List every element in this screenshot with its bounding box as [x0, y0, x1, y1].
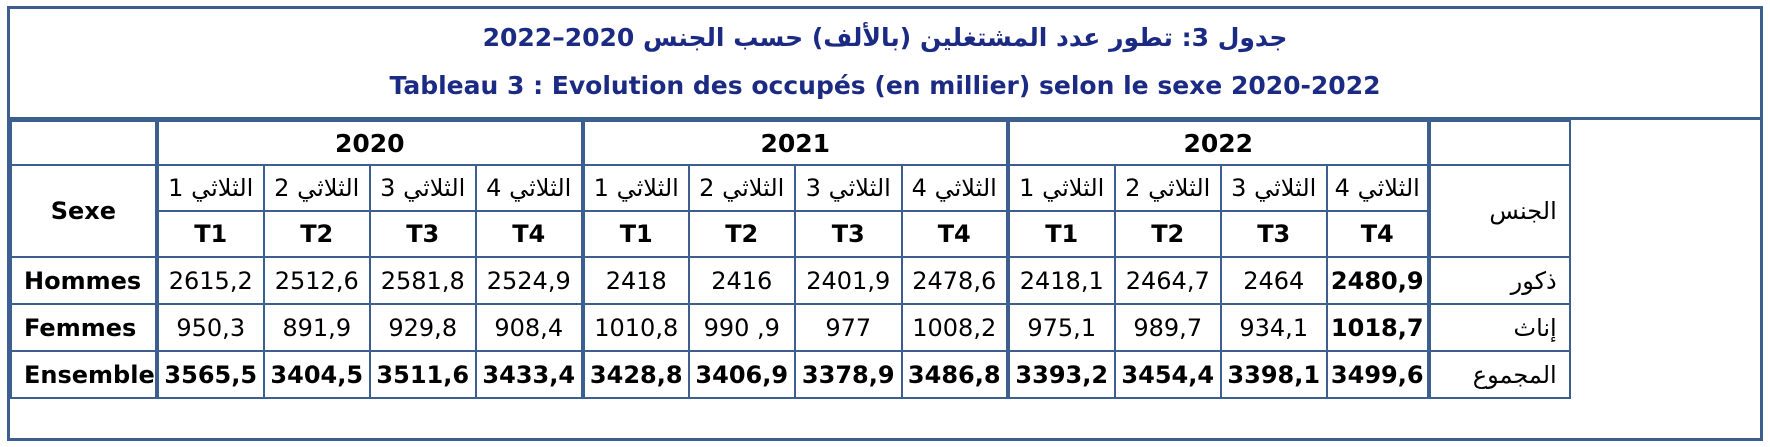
q4-ar-2021: الثلاثي 4 — [900, 164, 1009, 212]
cell-ensemble-2022-t1: 3393,2 — [1005, 350, 1116, 399]
title-french: Tableau 3 : Evolution des occupés (en mi… — [389, 71, 1381, 100]
cell-hommes-2022-t2: 2464,7 — [1113, 256, 1222, 305]
cell-femmes-2022-t4: 1018,7 — [1325, 303, 1431, 352]
row-label-ensemble-ar: المجموع — [1427, 350, 1571, 399]
employment-table: 2020 2021 2022 Sexe الثلاثي 1 الثلاثي 2 … — [10, 120, 1571, 399]
cell-femmes-2020-t1: 950,3 — [154, 303, 265, 352]
q1-ar-2020: الثلاثي 1 — [154, 164, 265, 212]
cell-hommes-2022-t1: 2418,1 — [1005, 256, 1116, 305]
q1-ar-2022: الثلاثي 1 — [1005, 164, 1116, 212]
q1-fr-2022: T1 — [1005, 210, 1116, 258]
q4-fr-2020: T4 — [474, 210, 584, 258]
q1-fr-2021: T1 — [580, 210, 690, 258]
row-label-femmes-ar: إناث — [1427, 303, 1571, 352]
q3-ar-2021: الثلاثي 3 — [793, 164, 903, 212]
cell-hommes-2022-t3: 2464 — [1219, 256, 1328, 305]
q2-ar-2021: الثلاثي 2 — [687, 164, 796, 212]
cell-hommes-2020-t4: 2524,9 — [474, 256, 584, 305]
title-arabic: جدول 3: تطور عدد المشتغلين (بالألف) حسب … — [482, 23, 1288, 52]
quarter-ar-row: Sexe الثلاثي 1 الثلاثي 2 الثلاثي 3 الثلا… — [10, 164, 1571, 258]
cell-ensemble-2021-t2: 3406,9 — [687, 350, 796, 399]
table-title-block: جدول 3: تطور عدد المشتغلين (بالألف) حسب … — [10, 9, 1760, 120]
q2-fr-2020: T2 — [262, 210, 371, 258]
q3-ar-2022: الثلاثي 3 — [1219, 164, 1328, 212]
q2-fr-2021: T2 — [687, 210, 796, 258]
cell-femmes-2021-t1: 1010,8 — [580, 303, 690, 352]
q1-ar-2021: الثلاثي 1 — [580, 164, 690, 212]
cell-femmes-2020-t4: 908,4 — [474, 303, 584, 352]
year-2021: 2021 — [580, 120, 1009, 166]
year-2022: 2022 — [1005, 120, 1431, 166]
sexe-header: Sexe — [10, 164, 158, 258]
table-frame: جدول 3: تطور عدد المشتغلين (بالألف) حسب … — [7, 6, 1763, 441]
cell-femmes-2021-t4: 1008,2 — [900, 303, 1009, 352]
q3-fr-2021: T3 — [793, 210, 903, 258]
table-row-femmes: Femmes 950,3 891,9 929,8 908,4 1010,8 99… — [10, 303, 1571, 352]
cell-ensemble-2022-t4: 3499,6 — [1325, 350, 1431, 399]
q4-fr-2021: T4 — [900, 210, 1009, 258]
table-row-ensemble: Ensemble 3565,5 3404,5 3511,6 3433,4 342… — [10, 350, 1571, 399]
cell-femmes-2022-t3: 934,1 — [1219, 303, 1328, 352]
cell-femmes-2021-t2: 990 ,9 — [687, 303, 796, 352]
cell-hommes-2021-t2: 2416 — [687, 256, 796, 305]
cell-ensemble-2020-t1: 3565,5 — [154, 350, 265, 399]
cell-ensemble-2021-t1: 3428,8 — [580, 350, 690, 399]
cell-femmes-2021-t3: 977 — [793, 303, 903, 352]
row-label-femmes: Femmes — [10, 303, 158, 352]
cell-femmes-2022-t1: 975,1 — [1005, 303, 1116, 352]
q1-fr-2020: T1 — [154, 210, 265, 258]
q4-ar-2022: الثلاثي 4 — [1325, 164, 1431, 212]
cell-ensemble-2022-t2: 3454,4 — [1113, 350, 1222, 399]
q3-ar-2020: الثلاثي 3 — [368, 164, 477, 212]
q2-fr-2022: T2 — [1113, 210, 1222, 258]
gender-header-ar: الجنس — [1427, 164, 1571, 258]
cell-hommes-2022-t4: 2480,9 — [1325, 256, 1431, 305]
cell-hommes-2020-t2: 2512,6 — [262, 256, 371, 305]
year-header-row: 2020 2021 2022 — [10, 120, 1571, 166]
cell-ensemble-2021-t4: 3486,8 — [900, 350, 1009, 399]
cell-ensemble-2022-t3: 3398,1 — [1219, 350, 1328, 399]
quarter-fr-row: T1 T2 T3 T4 T1 T2 T3 T4 T1 T2 T3 T4 — [11, 210, 1570, 258]
cell-ensemble-2020-t3: 3511,6 — [368, 350, 477, 399]
q2-ar-2022: الثلاثي 2 — [1113, 164, 1222, 212]
cell-ensemble-2021-t3: 3378,9 — [793, 350, 903, 399]
q4-ar-2020: الثلاثي 4 — [474, 164, 584, 212]
year-2020: 2020 — [154, 120, 584, 166]
q2-ar-2020: الثلاثي 2 — [262, 164, 371, 212]
cell-hommes-2021-t3: 2401,9 — [793, 256, 903, 305]
empty-corner-left — [10, 120, 158, 166]
cell-hommes-2021-t1: 2418 — [580, 256, 690, 305]
q3-fr-2022: T3 — [1219, 210, 1328, 258]
row-label-ensemble: Ensemble — [10, 350, 158, 399]
row-label-hommes-ar: ذكور — [1427, 256, 1571, 305]
cell-hommes-2020-t1: 2615,2 — [154, 256, 265, 305]
table-row-hommes: Hommes 2615,2 2512,6 2581,8 2524,9 2418 … — [10, 256, 1571, 305]
row-label-hommes: Hommes — [10, 256, 158, 305]
cell-hommes-2021-t4: 2478,6 — [900, 256, 1009, 305]
q3-fr-2020: T3 — [368, 210, 477, 258]
cell-femmes-2020-t2: 891,9 — [262, 303, 371, 352]
cell-ensemble-2020-t4: 3433,4 — [474, 350, 584, 399]
cell-ensemble-2020-t2: 3404,5 — [262, 350, 371, 399]
cell-femmes-2020-t3: 929,8 — [368, 303, 477, 352]
cell-hommes-2020-t3: 2581,8 — [368, 256, 477, 305]
empty-corner-right — [1427, 120, 1571, 166]
cell-femmes-2022-t2: 989,7 — [1113, 303, 1222, 352]
q4-fr-2022: T4 — [1325, 210, 1431, 258]
